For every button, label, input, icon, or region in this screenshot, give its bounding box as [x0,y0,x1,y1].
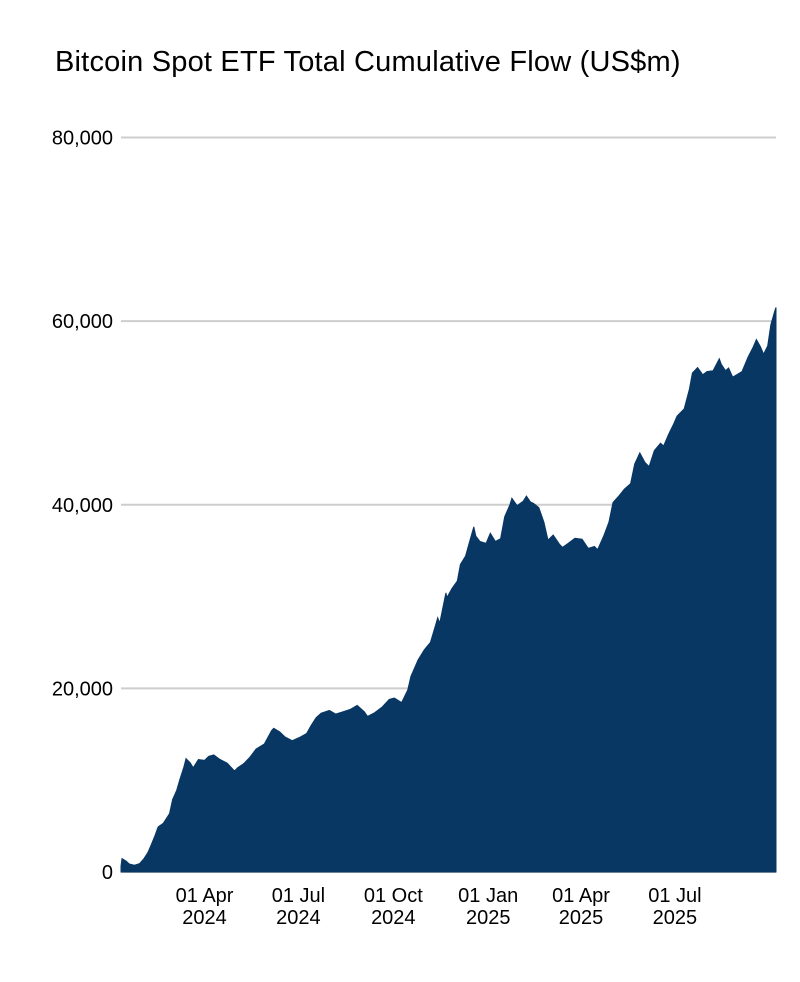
x-axis-label-1: 01 Apr 2024 [176,885,234,929]
x-axis-label-5: 01 Apr 2025 [552,885,610,929]
x-axis-label-6: 01 Jul 2025 [648,885,701,929]
y-axis-label-0: 0 [102,862,113,884]
chart-title: Bitcoin Spot ETF Total Cumulative Flow (… [55,46,681,78]
y-axis-label-40000: 40,000 [52,495,113,517]
x-axis-label-3: 01 Oct 2024 [364,885,423,929]
y-axis-label-80000: 80,000 [52,128,113,150]
y-axis-label-60000: 60,000 [52,311,113,333]
y-axis-label-20000: 20,000 [52,678,113,700]
cumulative-flow-area [120,307,777,873]
x-axis-label-4: 01 Jan 2025 [458,885,518,929]
x-axis-label-2: 01 Jul 2024 [272,885,325,929]
